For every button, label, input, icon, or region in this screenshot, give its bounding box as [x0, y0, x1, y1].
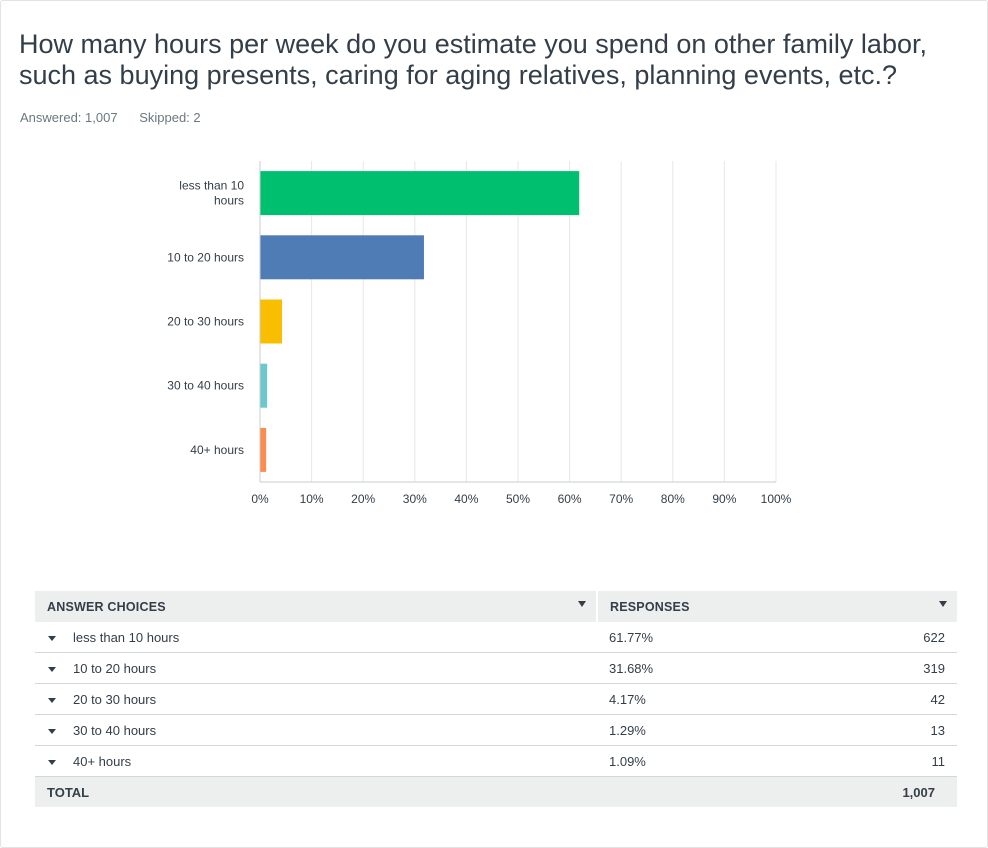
- question-title: How many hours per week do you estimate …: [19, 29, 927, 90]
- x-tick-label: 60%: [558, 492, 582, 506]
- answer-choice-label: less than 10 hours: [73, 629, 180, 645]
- response-summary: Answered: 1,007 Skipped: 2: [20, 110, 201, 125]
- x-tick-label: 0%: [251, 492, 269, 506]
- expand-caret-icon[interactable]: [48, 635, 56, 641]
- sort-caret-icon[interactable]: [578, 601, 586, 607]
- answered-count: Answered: 1,007: [20, 110, 118, 125]
- y-category-label: 40+ hours: [190, 443, 244, 457]
- answer-choice-label: 40+ hours: [73, 753, 132, 769]
- response-count: 42: [779, 683, 957, 715]
- x-tick-label: 50%: [506, 492, 530, 506]
- table-row: 40+ hours 1.09% 11: [35, 745, 957, 777]
- response-percent: 61.77%: [597, 622, 780, 653]
- x-tick-label: 80%: [661, 492, 685, 506]
- bar: [260, 235, 424, 280]
- x-tick-label: 20%: [351, 492, 375, 506]
- table-row: 10 to 20 hours 31.68% 319: [35, 652, 957, 684]
- x-tick-label: 10%: [300, 492, 324, 506]
- y-category-label: 30 to 40 hours: [167, 379, 244, 393]
- response-percent: 31.68%: [597, 652, 780, 684]
- expand-caret-icon[interactable]: [48, 697, 56, 703]
- responses-header-label: RESPONSES: [610, 599, 690, 614]
- response-percent: 4.17%: [597, 683, 780, 715]
- answer-choice-label: 20 to 30 hours: [73, 691, 157, 707]
- response-percent: 1.09%: [597, 745, 780, 777]
- response-count: 11: [779, 745, 957, 777]
- x-tick-label: 100%: [761, 492, 792, 506]
- x-tick-label: 70%: [609, 492, 633, 506]
- response-count: 319: [779, 652, 957, 684]
- expand-caret-icon[interactable]: [48, 666, 56, 672]
- answer-choices-header-label: ANSWER CHOICES: [47, 599, 166, 614]
- y-category-label: less than 10: [179, 179, 244, 193]
- total-row: TOTAL 1,007: [35, 776, 957, 807]
- table-row: 20 to 30 hours 4.17% 42: [35, 683, 957, 715]
- answer-choice-label: 10 to 20 hours: [73, 660, 157, 676]
- x-tick-label: 30%: [403, 492, 427, 506]
- bar: [260, 171, 580, 216]
- table-row: 30 to 40 hours 1.29% 13: [35, 714, 957, 746]
- total-label: TOTAL: [35, 776, 597, 807]
- y-category-label: 10 to 20 hours: [167, 250, 244, 264]
- table-row: less than 10 hours 61.77% 622: [35, 622, 957, 653]
- bar-chart: 0% 10% 20% 30% 40% 50% 60% 70% 80% 90% 100% less th…: [167, 161, 792, 506]
- sort-caret-icon[interactable]: [939, 601, 947, 607]
- responses-header[interactable]: RESPONSES: [597, 591, 957, 622]
- response-count: 622: [779, 622, 957, 653]
- skipped-count: Skipped: 2: [139, 110, 201, 125]
- bar: [260, 299, 283, 344]
- expand-caret-icon[interactable]: [48, 759, 56, 765]
- answer-choice-label: 30 to 40 hours: [73, 722, 157, 738]
- bar: [260, 363, 268, 408]
- y-category-label: 20 to 30 hours: [167, 315, 244, 329]
- total-count: 1,007: [779, 776, 957, 807]
- response-percent: 1.29%: [597, 714, 780, 746]
- y-category-label: hours: [214, 194, 244, 208]
- x-tick-label: 90%: [712, 492, 736, 506]
- expand-caret-icon[interactable]: [48, 728, 56, 734]
- x-tick-label: 40%: [454, 492, 478, 506]
- answer-table: ANSWER CHOICES RESPONSES less than 10 ho…: [35, 591, 957, 807]
- total-spacer: [597, 776, 780, 807]
- answer-choices-header[interactable]: ANSWER CHOICES: [35, 591, 598, 622]
- bar: [260, 427, 267, 472]
- response-count: 13: [779, 714, 957, 746]
